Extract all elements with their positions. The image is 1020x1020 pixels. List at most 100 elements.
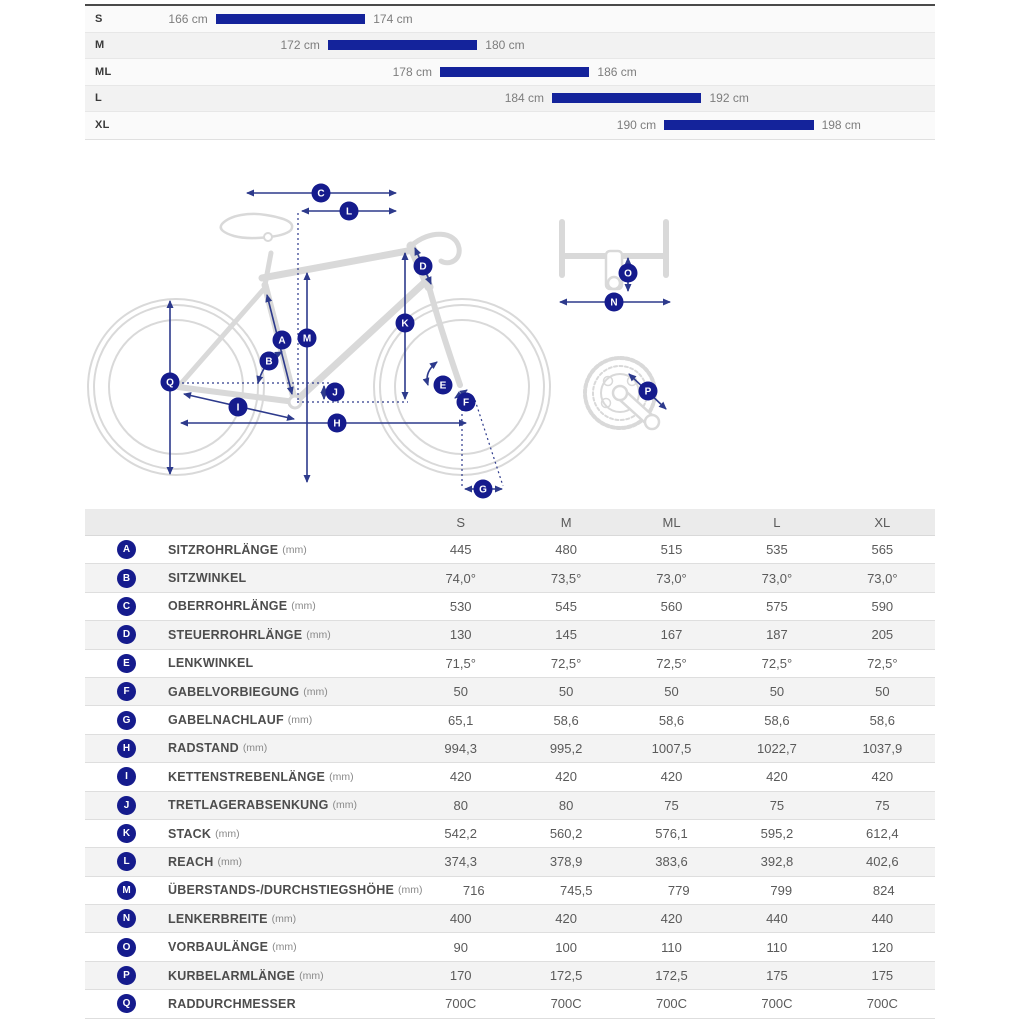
geometry-value: 799 <box>770 882 793 898</box>
geometry-value: 530 <box>449 598 472 614</box>
svg-text:J: J <box>332 388 338 399</box>
geometry-value: 58,6 <box>553 712 579 728</box>
row-badge: O <box>117 937 136 957</box>
row-unit: (mm) <box>398 884 423 897</box>
geometry-row: A SITZROHRLÄNGE (mm) 445 480 515 535 565 <box>85 536 935 565</box>
row-label: VORBAULÄNGE <box>168 940 269 955</box>
row-unit: (mm) <box>303 685 328 698</box>
height-from-label: 184 cm <box>504 91 545 106</box>
height-range-bar <box>327 40 478 51</box>
bottom-bracket <box>287 394 303 410</box>
geometry-value: 420 <box>449 769 472 785</box>
row-badge-cell: K <box>85 820 168 847</box>
geometry-value: 445 <box>449 542 472 558</box>
row-label-cell: KETTENSTREBENLÄNGE (mm) <box>168 763 408 790</box>
diagram-badge-o: O <box>618 263 638 283</box>
geometry-value: 374,3 <box>444 854 477 870</box>
row-badge-cell: N <box>85 905 168 932</box>
row-badge-cell: E <box>85 650 168 677</box>
row-unit: (mm) <box>291 600 316 613</box>
diagram-badge-l: L <box>339 201 359 221</box>
geometry-value: 560,2 <box>549 826 583 842</box>
geometry-value: 595,2 <box>760 826 794 842</box>
height-from-label: 190 cm <box>616 118 657 133</box>
height-to-label: 186 cm <box>597 64 637 79</box>
header-badge-spacer <box>85 509 168 535</box>
geometry-row: Q RADDURCHMESSER 700C 700C 700C 700C 700C <box>85 990 935 1019</box>
geometry-row: O VORBAULÄNGE (mm) 90 100 110 110 120 <box>85 933 935 962</box>
height-range-bar <box>664 120 814 131</box>
row-badge: C <box>117 596 136 616</box>
pedal-eye <box>643 413 661 431</box>
row-unit: (mm) <box>329 770 354 783</box>
geometry-value: 75 <box>664 797 679 813</box>
geometry-value: 440 <box>871 911 894 927</box>
row-label-cell: SITZWINKEL <box>168 564 408 591</box>
geometry-value: 824 <box>872 882 895 898</box>
geometry-value: 71,5° <box>445 655 476 671</box>
geometry-value: 1037,9 <box>862 740 903 756</box>
row-badge-cell: I <box>85 763 168 790</box>
row-label-cell: ÜBERSTANDS-/DURCHSTIEGSHÖHE (mm) <box>168 877 423 904</box>
rear-rim <box>108 319 244 455</box>
geometry-value: 72,5° <box>656 655 687 671</box>
geometry-row: P KURBELARMLÄNGE (mm) 170 172,5 172,5 175 17… <box>85 961 935 991</box>
size-row: ML 178 cm 186 cm <box>85 59 935 86</box>
row-label-cell: REACH (mm) <box>168 848 408 875</box>
geometry-value: 1022,7 <box>757 740 797 756</box>
row-label-cell: RADDURCHMESSER <box>168 990 408 1017</box>
svg-text:C: C <box>317 189 324 200</box>
geometry-value: 58,6 <box>658 712 685 728</box>
geometry-table: S M ML L XL A SITZROHRLÄNGE (mm) 445 480 5… <box>85 509 935 1019</box>
steering-axis-extension <box>474 399 504 487</box>
svg-text:M: M <box>303 334 311 345</box>
row-unit: (mm) <box>242 742 268 755</box>
geometry-value: 172,5 <box>655 968 688 984</box>
geometry-value: 700C <box>655 996 688 1012</box>
row-unit: (mm) <box>306 628 331 641</box>
steerer-clamp <box>606 275 622 291</box>
row-badge-cell: O <box>85 933 168 960</box>
rear-tire-inner <box>93 304 259 470</box>
row-badge: K <box>117 824 136 844</box>
row-badge-cell: G <box>85 706 168 733</box>
geometry-value: 74,0° <box>445 570 476 586</box>
geometry-value: 995,2 <box>549 740 583 756</box>
row-badge-cell: P <box>85 962 168 989</box>
seatpost <box>262 250 274 288</box>
arrow-E <box>422 361 438 386</box>
height-range-bar <box>552 93 702 104</box>
row-unit: (mm) <box>271 912 297 925</box>
height-from-label: 172 cm <box>280 38 320 53</box>
geometry-value: 440 <box>766 911 788 927</box>
svg-text:F: F <box>463 398 469 409</box>
saddle <box>219 212 294 240</box>
row-badge-cell: L <box>85 848 168 875</box>
row-badge: G <box>117 710 136 730</box>
row-badge-cell: Q <box>85 990 168 1017</box>
geometry-value: 480 <box>555 542 577 558</box>
row-label: RADDURCHMESSER <box>168 996 296 1011</box>
saddle-clamp <box>263 232 273 242</box>
geometry-value: 700C <box>761 996 793 1012</box>
row-label-cell: TRETLAGERABSENKUNG (mm) <box>168 792 408 819</box>
geometry-value: 50 <box>558 684 574 700</box>
svg-text:E: E <box>440 381 447 392</box>
row-label-cell: GABELVORBIEGUNG (mm) <box>168 678 408 705</box>
row-badge-cell: A <box>85 536 168 563</box>
row-badge-cell: H <box>85 735 168 762</box>
geometry-value: 90 <box>453 939 468 955</box>
svg-text:G: G <box>479 485 487 496</box>
geometry-value: 145 <box>555 627 577 643</box>
height-range-bar <box>439 66 590 77</box>
row-label: TRETLAGERABSENKUNG <box>168 798 329 813</box>
row-badge: N <box>117 909 136 929</box>
geometry-row: E LENKWINKEL 71,5° 72,5° 72,5° 72,5° 72,5° <box>85 649 935 678</box>
row-badge: J <box>117 795 136 815</box>
geometry-value: 700C <box>445 996 477 1012</box>
geometry-value: 50 <box>664 684 679 700</box>
geometry-row: C OBERROHRLÄNGE (mm) 530 545 560 575 590 <box>85 592 935 622</box>
column-header-s: S <box>456 514 466 530</box>
svg-text:P: P <box>645 387 652 398</box>
geometry-value: 175 <box>871 968 894 984</box>
